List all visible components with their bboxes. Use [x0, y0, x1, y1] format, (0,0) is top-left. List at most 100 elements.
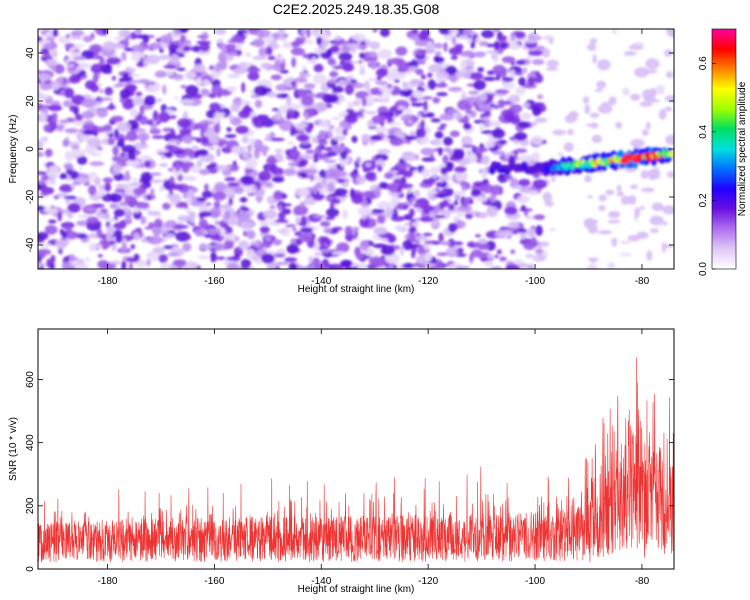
spectrogram-cell — [195, 77, 203, 87]
spectrogram-cell — [124, 207, 131, 214]
spectrogram-cell — [286, 244, 299, 254]
spectrogram-cell — [373, 226, 388, 235]
spectrogram-cell — [259, 220, 270, 227]
spectrogram-cell — [259, 226, 270, 234]
spectrogram-cell — [490, 266, 503, 269]
spectrogram-cell — [371, 208, 385, 214]
spectrogram-cell — [149, 188, 155, 196]
spectrogram-cell — [96, 107, 108, 118]
spectrogram-cell — [517, 228, 528, 233]
spectrogram-cell — [325, 216, 335, 221]
spectrogram-cell — [209, 168, 220, 172]
spectrogram-cell — [468, 199, 474, 205]
spectrogram-cell — [299, 72, 311, 78]
spectrogram-cell — [456, 220, 466, 229]
spectrogram-cell — [359, 64, 365, 72]
spectrogram-cell — [299, 201, 306, 208]
spectrogram-cell — [100, 208, 108, 214]
spectrogram-cell — [308, 255, 313, 266]
x-tick-label: -140 — [311, 576, 331, 587]
spectrogram-cell — [445, 162, 454, 169]
spectrogram-cell — [167, 253, 180, 257]
spectrogram-cell — [461, 184, 466, 192]
spectrogram-cell — [65, 136, 70, 141]
spectrogram-cell — [249, 137, 256, 146]
spectrogram-cell — [228, 114, 234, 121]
spectrogram-cell — [413, 90, 424, 95]
spectrogram-cell — [404, 135, 418, 141]
spectrogram-cell — [431, 240, 441, 245]
spectrogram-x-axis: -180 -160 -140 -120 -100 -80 — [97, 29, 650, 287]
spectrogram-cell — [196, 137, 201, 143]
spectrogram-cell — [334, 35, 342, 41]
spectrogram-cell — [230, 255, 241, 262]
spectrogram-cell — [265, 35, 273, 44]
spectrogram-cell — [589, 122, 599, 129]
spectrogram-cell — [628, 45, 643, 50]
spectrogram-cell — [442, 199, 449, 208]
x-tick-label: -160 — [204, 576, 224, 587]
spectrogram-x-label: Height of straight line (km) — [298, 284, 415, 295]
spectrogram-cell — [162, 127, 174, 132]
spectrogram-cell — [200, 126, 205, 138]
spectrogram-cell — [50, 254, 56, 264]
spectrogram-cell — [208, 137, 220, 144]
spectrogram-cell — [330, 45, 340, 53]
spectrogram-cell — [109, 43, 125, 49]
spectrogram-cell — [38, 171, 48, 175]
spectrogram-cell — [450, 55, 458, 61]
spectrogram-cell — [471, 189, 481, 197]
spectrogram-cell — [265, 46, 273, 56]
spectrogram-cell — [296, 134, 310, 142]
spectrogram-cell — [276, 53, 283, 60]
spectrogram-cell — [126, 130, 138, 142]
spectrogram-cell — [125, 257, 139, 263]
spectrogram-cell — [204, 183, 209, 192]
spectrogram-cell — [223, 240, 235, 247]
spectrogram-cell — [436, 92, 448, 97]
spectrogram-cell — [530, 135, 544, 146]
spectrogram-cell — [516, 195, 530, 204]
spectrogram-cell — [302, 154, 316, 160]
spectrogram-cell — [403, 235, 411, 239]
spectrogram-cell — [119, 88, 131, 99]
spectrogram-cell — [112, 164, 121, 175]
spectrogram-cell — [443, 41, 448, 52]
spectrogram-cell — [48, 165, 59, 175]
spectrogram-cell — [423, 262, 436, 267]
spectrogram-cell — [446, 108, 460, 114]
spectrogram-cell — [159, 263, 174, 269]
spectrogram-cell — [374, 80, 389, 85]
spectrogram-cell — [664, 95, 674, 102]
spectrogram-cell — [217, 168, 223, 173]
spectrogram-cell — [216, 147, 221, 157]
spectrogram-cell — [201, 190, 213, 199]
spectrogram-cell — [514, 72, 524, 76]
spectrogram-cell — [198, 211, 212, 217]
snr-x-axis: -180 -160 -140 -120 -100 -80 — [97, 329, 650, 587]
spectrogram-cell — [38, 151, 45, 158]
spectrogram-cell — [302, 53, 310, 59]
spectrogram-cell — [266, 91, 278, 98]
spectrogram-cell — [239, 196, 248, 203]
spectrogram-cell — [377, 48, 392, 60]
spectrogram-cell — [61, 261, 73, 269]
spectrogram-cell — [50, 65, 57, 71]
spectrogram-cell — [95, 126, 107, 133]
spectrogram-cell — [597, 104, 613, 114]
spectrogram-cell — [169, 193, 182, 205]
spectrogram-cell — [524, 186, 529, 192]
spectrogram-cell — [88, 172, 98, 178]
spectrogram-cell — [475, 195, 488, 203]
spectrogram-cell — [491, 150, 506, 155]
spectrogram-cell — [45, 180, 57, 186]
spectrogram-cell — [225, 233, 236, 240]
spectrogram-cell — [374, 126, 389, 133]
spectrogram-cell — [197, 149, 209, 157]
spectrogram-cell — [62, 231, 68, 239]
spectrogram-cell — [139, 105, 145, 116]
spectrogram-cell — [645, 121, 651, 131]
spectrogram-cell — [269, 204, 276, 210]
spectrogram-cell — [388, 202, 398, 207]
spectrogram-cell — [131, 51, 143, 62]
